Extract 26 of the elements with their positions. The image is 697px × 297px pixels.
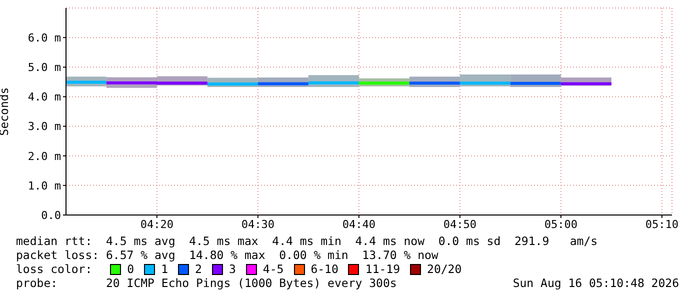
legend-label: 6-10 xyxy=(310,262,338,276)
y-tick-label: 3.0 m xyxy=(28,120,62,134)
legend-label: 11-19 xyxy=(365,262,400,276)
legend-label: 2 xyxy=(195,262,202,276)
legend-label: 20/20 xyxy=(427,262,462,276)
legend-label: 3 xyxy=(228,262,236,276)
y-tick-label: 2.0 m xyxy=(28,150,62,163)
legend-label: 0 xyxy=(127,262,134,276)
x-tick-label: 04:20 xyxy=(140,218,174,231)
x-tick-label: 05:00 xyxy=(544,218,578,231)
legend-label: 4-5 xyxy=(262,262,284,276)
x-tick-label: 04:40 xyxy=(342,218,376,231)
x-tick-label: 04:50 xyxy=(443,218,476,231)
x-tick-label: 04:30 xyxy=(241,218,274,231)
y-tick-label: 5.0 m xyxy=(28,61,62,74)
y-tick-label: 0.0 xyxy=(41,208,61,222)
y-tick-label: 6.0 m xyxy=(28,31,62,44)
y-tick-label: 1.0 m xyxy=(28,179,62,192)
text: median rtt: 4.5 ms avg 4.5 ms max 4.4 ms min 4.4 ms now 0.0 ms sd 291.9 am/s xyxy=(15,234,599,248)
text: packet loss: 6.57 % avg 14.80 % max 0.00 % min 13.70 % now xyxy=(15,248,440,262)
legend-label: 1 xyxy=(161,262,168,276)
y-tick-label: 4.0 m xyxy=(28,90,62,104)
text: probe: 20 ICMP Echo Pings (1000 Bytes) every 300s xyxy=(16,276,397,290)
x-tick-label: 05:10 xyxy=(645,218,678,231)
text: Sun Aug 16 05:10:48 2026 xyxy=(512,276,679,290)
legend-title: loss color: xyxy=(16,262,92,276)
